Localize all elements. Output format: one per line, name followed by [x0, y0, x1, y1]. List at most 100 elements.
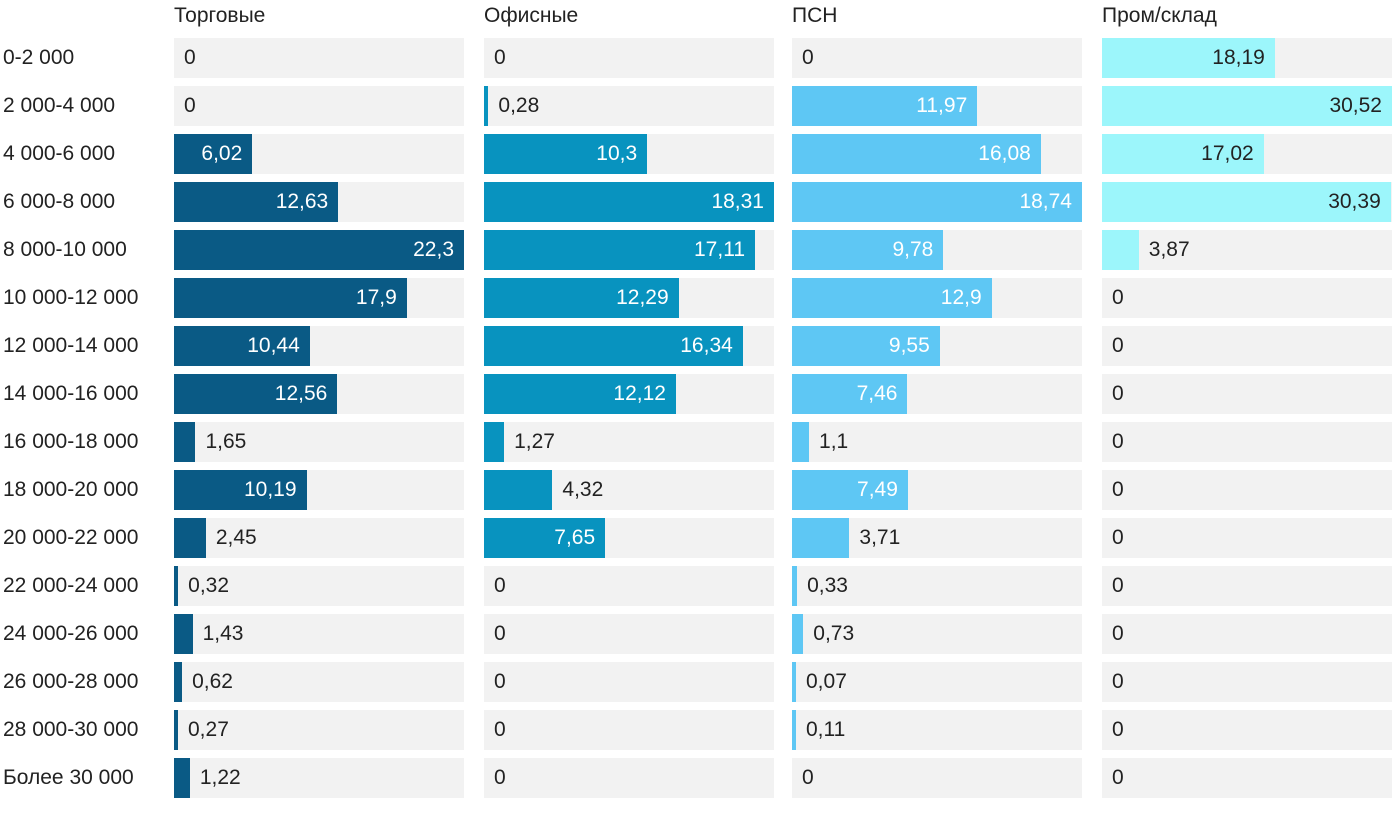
- bar-track: 0: [484, 614, 774, 654]
- data-label: 0,33: [807, 574, 848, 597]
- data-label: 12,9: [940, 286, 982, 309]
- data-label: 0: [494, 574, 506, 597]
- category-label: 22 000-24 000: [3, 574, 139, 597]
- data-label: 16,34: [680, 334, 733, 357]
- bar: [1102, 86, 1392, 126]
- bar-track: 16,34: [484, 326, 774, 366]
- bar: [174, 710, 178, 750]
- bar-track: 10,44: [174, 326, 464, 366]
- bar-track: 1,22: [174, 758, 464, 798]
- category-label: 26 000-28 000: [3, 670, 139, 693]
- bar: [174, 662, 183, 702]
- bar-track: 0: [174, 86, 464, 126]
- data-label: 0,62: [192, 670, 233, 693]
- bar-track: 17,11: [484, 230, 774, 270]
- data-label: 4,32: [562, 478, 604, 501]
- bar: [1102, 230, 1139, 270]
- bar: [792, 422, 810, 462]
- category-label: 0-2 000: [3, 46, 75, 69]
- bar-track: 11,97: [792, 86, 1082, 126]
- bar: [484, 182, 774, 222]
- data-label: 7,46: [856, 382, 898, 405]
- bar: [792, 278, 992, 318]
- bar: [174, 518, 206, 558]
- bar: [792, 710, 796, 750]
- bar: [484, 326, 743, 366]
- bar: [174, 230, 464, 270]
- bar-track: 0,73: [792, 614, 1082, 654]
- bar: [1102, 182, 1391, 222]
- data-label: 30,52: [1329, 94, 1382, 117]
- data-label: 3,87: [1148, 238, 1190, 261]
- data-label: 0: [1112, 766, 1124, 789]
- data-label: 10,3: [596, 142, 638, 165]
- category-label: 20 000-22 000: [3, 526, 139, 549]
- bar-track: 9,55: [792, 326, 1082, 366]
- bar: [792, 86, 978, 126]
- category-label: 10 000-12 000: [3, 286, 139, 309]
- bar: [174, 326, 310, 366]
- bar: [174, 758, 190, 798]
- data-label: 0: [802, 766, 814, 789]
- data-label: 0: [184, 46, 196, 69]
- bar-track: 9,78: [792, 230, 1082, 270]
- data-label: 0: [1112, 430, 1124, 453]
- data-label: 0: [494, 622, 506, 645]
- bar: [484, 470, 553, 510]
- bar-track: 12,12: [484, 374, 774, 414]
- data-label: 17,11: [694, 238, 745, 261]
- data-label: 18,31: [711, 190, 764, 213]
- category-label: 14 000-16 000: [3, 382, 139, 405]
- category-label: 6 000-8 000: [3, 190, 116, 213]
- bar-track: 0: [1102, 758, 1392, 798]
- bar: [484, 518, 606, 558]
- series-title: Торговые: [174, 4, 266, 27]
- bar-track: 2,45: [174, 518, 464, 558]
- data-label: 18,19: [1212, 46, 1265, 69]
- bar-track: 0,32: [174, 566, 464, 606]
- bar-track: 0: [1102, 662, 1392, 702]
- category-label: 8 000-10 000: [3, 238, 127, 261]
- data-label: 0,32: [188, 574, 230, 597]
- data-label: 17,9: [355, 286, 397, 309]
- bar: [792, 518, 850, 558]
- bar-track: 0,27: [174, 710, 464, 750]
- data-label: 0,73: [813, 622, 855, 645]
- bar-track: 18,19: [1102, 38, 1392, 78]
- bar-track: 10,3: [484, 134, 774, 174]
- data-label: 1,43: [202, 622, 244, 645]
- bar-track: 17,02: [1102, 134, 1392, 174]
- bar-track: 0: [1102, 326, 1392, 366]
- bar-track: 0,28: [484, 86, 774, 126]
- bar-track: 1,1: [792, 422, 1082, 462]
- data-label: 0: [1112, 526, 1124, 549]
- data-label: 0: [494, 46, 506, 69]
- bar: [792, 374, 908, 414]
- bar-track: 18,31: [484, 182, 774, 222]
- data-label: 9,78: [892, 238, 934, 261]
- bar: [484, 86, 489, 126]
- bar-track: 12,63: [174, 182, 464, 222]
- bar-track: 3,87: [1102, 230, 1392, 270]
- bar-track: 0: [792, 38, 1082, 78]
- data-label: 12,56: [274, 382, 328, 405]
- bar-track: 0: [484, 710, 774, 750]
- bar-track: 0,11: [792, 710, 1082, 750]
- bar-track: 3,71: [792, 518, 1082, 558]
- bar-track: 18,74: [792, 182, 1082, 222]
- bar-track: 1,27: [484, 422, 774, 462]
- data-label: 0: [494, 670, 506, 693]
- bar: [174, 566, 179, 606]
- data-label: 0: [1112, 670, 1124, 693]
- bar-track: 0: [484, 566, 774, 606]
- category-label: 2 000-4 000: [3, 94, 116, 117]
- data-label: 0: [1112, 334, 1124, 357]
- data-label: 12,63: [275, 190, 329, 213]
- bar: [792, 614, 804, 654]
- data-label: 18,74: [1019, 190, 1072, 213]
- bar-track: 0: [1102, 518, 1392, 558]
- bar: [174, 422, 196, 462]
- data-label: 0: [184, 94, 196, 117]
- data-label: 10,19: [243, 478, 297, 501]
